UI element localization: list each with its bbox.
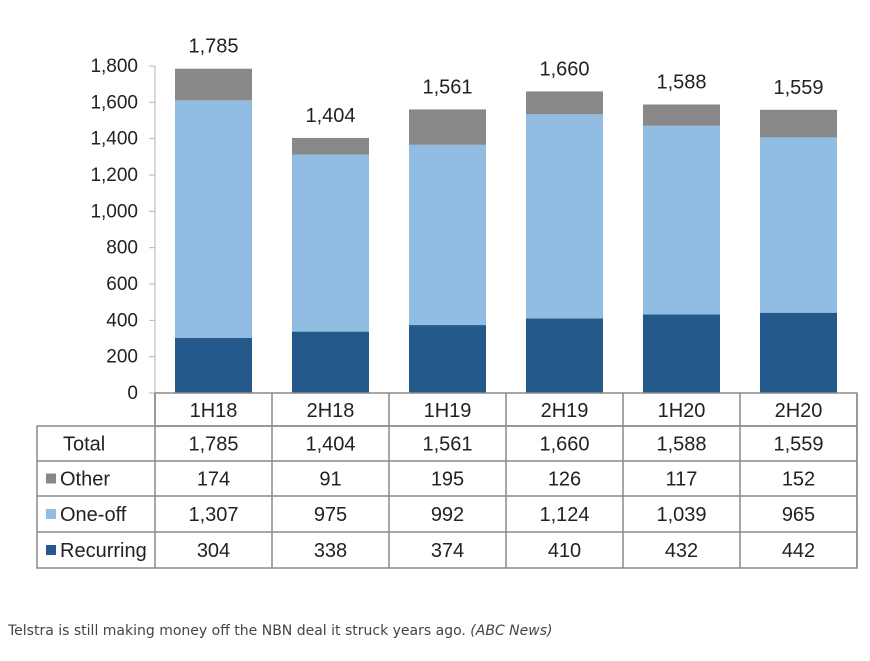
table-cell: 117 — [666, 469, 698, 491]
caption-source: (ABC News) — [470, 623, 553, 639]
table-cell: 374 — [431, 540, 464, 562]
table-cell: 126 — [548, 469, 581, 491]
bar-one-off-2h20 — [760, 137, 837, 313]
legend-swatch-one-off — [46, 509, 56, 519]
table-cell: 992 — [431, 504, 464, 526]
y-tick-label: 600 — [106, 274, 138, 295]
total-labels-group: 1,785 1,404 1,561 1,660 1,588 1,559 — [188, 36, 823, 127]
table-cell: 1,404 — [305, 434, 355, 456]
table-cell: 442 — [782, 540, 815, 562]
table-row-label: Total — [63, 434, 105, 456]
bar-one-off-1h18 — [175, 100, 252, 338]
total-label-1h19: 1,561 — [422, 76, 472, 98]
table-cell: 304 — [197, 540, 230, 562]
x-category-label: 1H19 — [424, 400, 472, 422]
x-category-label: 2H19 — [541, 400, 589, 422]
x-category-label: 1H18 — [190, 400, 238, 422]
table-cell: 195 — [431, 469, 464, 491]
table-cell: 152 — [782, 469, 815, 491]
bar-other-2h20 — [760, 109, 837, 138]
table-cell: 338 — [314, 540, 347, 562]
table-cell: 1,785 — [188, 434, 238, 456]
bar-one-off-1h19 — [409, 144, 486, 326]
stacked-bar-chart: 1,785 1,404 1,561 1,660 1,588 1,559 0 200 400 60… — [36, 36, 858, 569]
bar-recurring-1h18 — [175, 337, 252, 393]
y-tick-label: 0 — [127, 383, 138, 404]
bar-other-1h20 — [643, 104, 720, 126]
total-label-2h20: 1,559 — [773, 77, 823, 99]
y-tick-label: 200 — [106, 347, 138, 368]
bar-other-1h19 — [409, 109, 486, 145]
bar-other-2h18 — [292, 137, 369, 155]
legend-swatch-other — [46, 473, 56, 484]
y-tick-label: 800 — [106, 238, 138, 259]
bar-recurring-2h20 — [760, 312, 837, 393]
bar-one-off-2h19 — [526, 114, 603, 319]
x-category-label: 2H20 — [775, 400, 823, 422]
bar-recurring-1h19 — [409, 325, 486, 393]
x-category-label: 2H18 — [307, 400, 355, 422]
table-cell: 1,660 — [539, 434, 589, 456]
y-tick-label: 1,600 — [90, 92, 138, 113]
bar-one-off-1h20 — [643, 125, 720, 315]
y-tick-label: 1,200 — [90, 165, 138, 186]
y-axis: 0 200 400 600 800 1,000 1,200 1,400 1,600 1,800 — [90, 56, 156, 404]
y-tick-label: 400 — [106, 310, 138, 331]
table-cell: 91 — [319, 469, 341, 491]
bar-recurring-2h19 — [526, 318, 603, 393]
bar-recurring-1h20 — [643, 314, 720, 393]
table-row-label: Other — [60, 469, 110, 491]
table-cell: 1,039 — [656, 504, 706, 526]
table-cell: 975 — [314, 504, 347, 526]
total-label-1h20: 1,588 — [656, 72, 706, 94]
table-cell: 1,124 — [539, 504, 589, 526]
table-cell: 1,559 — [773, 434, 823, 456]
data-table: 1H18 2H18 1H19 2H19 1H20 2H20 Total 1,785 1,404 1… — [36, 392, 858, 569]
table-cell: 432 — [665, 540, 698, 562]
bar-recurring-2h18 — [292, 331, 369, 393]
legend-swatch-recurring — [46, 545, 56, 555]
caption-text: Telstra is still making money off the NB… — [8, 623, 466, 639]
caption: Telstra is still making money off the NB… — [8, 623, 552, 639]
x-category-label: 1H20 — [658, 400, 706, 422]
bar-other-2h19 — [526, 91, 603, 115]
total-label-1h18: 1,785 — [188, 36, 238, 58]
y-tick-label: 1,800 — [90, 56, 138, 77]
table-cell: 965 — [782, 504, 815, 526]
total-label-2h19: 1,660 — [539, 58, 589, 80]
y-tick-label: 1,000 — [90, 201, 138, 222]
bar-other-1h18 — [175, 68, 252, 101]
table-cell: 410 — [548, 540, 581, 562]
bars-group — [175, 68, 837, 393]
table-cell: 1,307 — [188, 504, 238, 526]
table-cell: 174 — [197, 469, 230, 491]
total-label-2h18: 1,404 — [305, 105, 355, 127]
y-tick-label: 1,400 — [90, 129, 138, 150]
table-cell: 1,588 — [656, 434, 706, 456]
table-row-label: Recurring — [60, 540, 147, 562]
bar-one-off-2h18 — [292, 154, 369, 332]
table-cell: 1,561 — [422, 434, 472, 456]
table-row-label: One-off — [60, 504, 127, 526]
